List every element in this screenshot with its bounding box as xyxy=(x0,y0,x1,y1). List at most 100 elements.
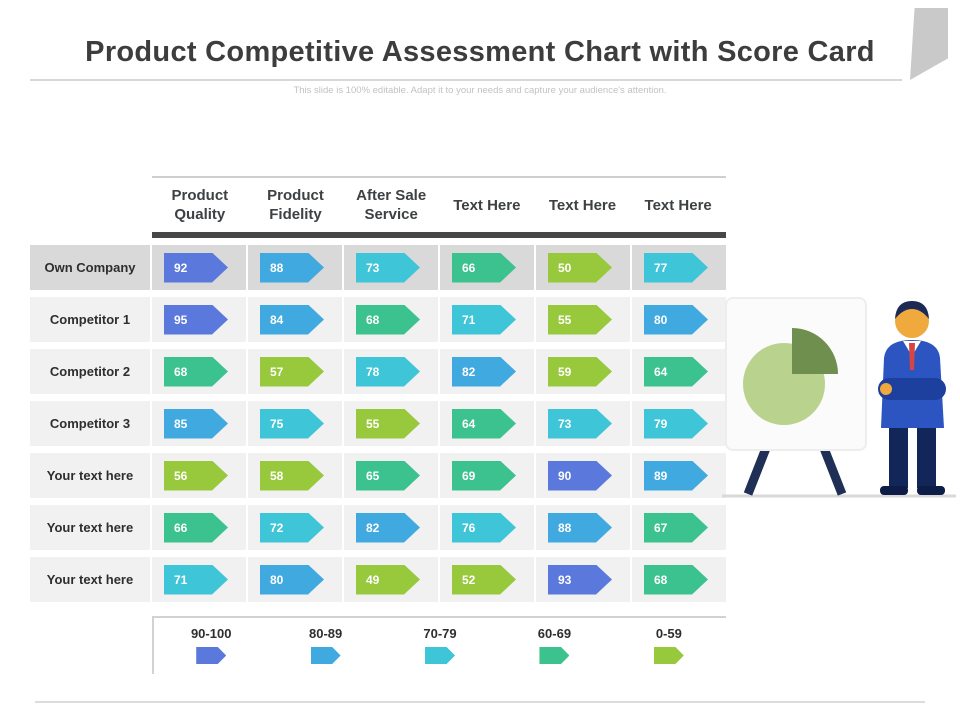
score-legend: 90-100 80-89 70-79 60-69 0-59 xyxy=(152,616,726,674)
header-bar xyxy=(152,232,726,238)
score-arrow: 66 xyxy=(164,512,228,543)
score-arrow: 65 xyxy=(356,460,420,491)
legend-label: 0-59 xyxy=(655,626,682,641)
score-arrow: 59 xyxy=(548,356,612,387)
pie-chart-slice-icon xyxy=(792,328,838,374)
score-arrow: 68 xyxy=(356,304,420,335)
score-arrow: 67 xyxy=(644,512,708,543)
score-cell: 66 xyxy=(152,505,246,550)
score-cell: 72 xyxy=(248,505,342,550)
score-arrow: 76 xyxy=(452,512,516,543)
man-hand xyxy=(880,383,892,395)
man-crossed-arms xyxy=(878,378,946,400)
table-row: Competitor 3 85 75 55 64 73 79 xyxy=(30,401,726,446)
score-cell: 59 xyxy=(536,349,630,394)
score-cell: 58 xyxy=(248,453,342,498)
score-arrow: 75 xyxy=(260,408,324,439)
man-leg xyxy=(889,418,908,488)
legend-arrow-icon xyxy=(310,647,341,664)
table-row: Your text here 66 72 82 76 88 67 xyxy=(30,505,726,550)
score-arrow: 79 xyxy=(644,408,708,439)
legend-label: 60-69 xyxy=(537,626,572,641)
table-row: Your text here 56 58 65 69 90 89 xyxy=(30,453,726,498)
man-head xyxy=(895,304,929,338)
score-cell: 52 xyxy=(440,557,534,602)
score-cell: 92 xyxy=(152,245,246,290)
presenter-illustration xyxy=(722,297,956,498)
score-arrow: 69 xyxy=(452,460,516,491)
man-shoe xyxy=(917,486,945,495)
score-cell: 71 xyxy=(440,297,534,342)
table-body: Own Company 92 88 73 66 50 77 Competitor 1 95 84 6… xyxy=(30,245,726,602)
score-arrow: 82 xyxy=(356,512,420,543)
score-cell: 85 xyxy=(152,401,246,446)
page-title: Product Competitive Assessment Chart wit… xyxy=(85,36,875,68)
presenter-man xyxy=(878,301,946,495)
score-cell: 88 xyxy=(536,505,630,550)
score-arrow: 88 xyxy=(548,512,612,543)
legend-item: 60-69 xyxy=(497,626,611,664)
score-cell: 95 xyxy=(152,297,246,342)
score-arrow: 89 xyxy=(644,460,708,491)
column-header: Text Here xyxy=(644,196,712,214)
legend-arrow-icon xyxy=(425,647,456,664)
table-row: Own Company 92 88 73 66 50 77 xyxy=(30,245,726,290)
legend-arrow-icon xyxy=(653,647,684,664)
score-cell: 68 xyxy=(344,297,438,342)
score-cell: 77 xyxy=(632,245,726,290)
score-arrow: 56 xyxy=(164,460,228,491)
score-arrow: 95 xyxy=(164,304,228,335)
bottom-divider xyxy=(35,701,925,703)
row-label: Your text here xyxy=(30,453,150,498)
title-divider xyxy=(30,79,902,81)
table-header-row: Product Quality Product Fidelity After Sal… xyxy=(152,176,726,232)
score-cell: 93 xyxy=(536,557,630,602)
score-cell: 64 xyxy=(632,349,726,394)
score-cell: 79 xyxy=(632,401,726,446)
score-cell: 55 xyxy=(536,297,630,342)
score-arrow: 50 xyxy=(548,252,612,283)
score-cell: 88 xyxy=(248,245,342,290)
score-arrow: 85 xyxy=(164,408,228,439)
legend-item: 90-100 xyxy=(154,626,268,664)
score-arrow: 92 xyxy=(164,252,228,283)
score-cell: 73 xyxy=(536,401,630,446)
table-row: Competitor 1 95 84 68 71 55 80 xyxy=(30,297,726,342)
row-label: Competitor 2 xyxy=(30,349,150,394)
column-header: Text Here xyxy=(548,196,617,214)
score-cell: 68 xyxy=(632,557,726,602)
table-row: Competitor 2 68 57 78 82 59 64 xyxy=(30,349,726,394)
score-arrow: 78 xyxy=(356,356,420,387)
score-arrow: 64 xyxy=(452,408,516,439)
legend-label: 90-100 xyxy=(190,626,232,641)
man-shoe xyxy=(880,486,908,495)
score-arrow: 80 xyxy=(260,564,324,595)
score-cell: 84 xyxy=(248,297,342,342)
score-cell: 71 xyxy=(152,557,246,602)
score-arrow: 52 xyxy=(452,564,516,595)
score-cell: 67 xyxy=(632,505,726,550)
score-cell: 57 xyxy=(248,349,342,394)
score-cell: 82 xyxy=(440,349,534,394)
score-cell: 80 xyxy=(248,557,342,602)
score-arrow: 68 xyxy=(644,564,708,595)
subtitle: This slide is 100% editable. Adapt it to… xyxy=(293,85,667,96)
score-arrow: 68 xyxy=(164,356,228,387)
score-arrow: 88 xyxy=(260,252,324,283)
legend-label: 70-79 xyxy=(423,626,457,641)
score-arrow: 66 xyxy=(452,252,516,283)
legend-item: 0-59 xyxy=(612,626,726,664)
score-cell: 76 xyxy=(440,505,534,550)
score-arrow: 57 xyxy=(260,356,324,387)
column-header: Text Here xyxy=(453,196,521,214)
score-cell: 89 xyxy=(632,453,726,498)
score-cell: 56 xyxy=(152,453,246,498)
score-cell: 82 xyxy=(344,505,438,550)
score-arrow: 90 xyxy=(548,460,612,491)
score-arrow: 55 xyxy=(356,408,420,439)
score-arrow: 77 xyxy=(644,252,708,283)
score-cell: 49 xyxy=(344,557,438,602)
man-hair xyxy=(895,301,929,319)
column-header: Product Fidelity xyxy=(267,187,324,223)
